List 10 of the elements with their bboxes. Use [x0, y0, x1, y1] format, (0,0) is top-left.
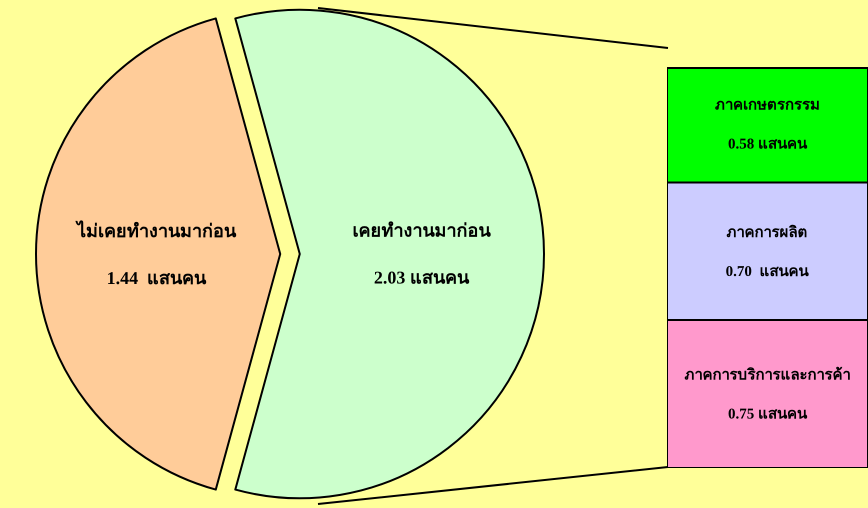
data-label: 2.03 แสนคน [374, 267, 470, 288]
data-label: 0.58 แสนคน [728, 136, 808, 153]
data-label: 1.44 แสนคน [106, 268, 208, 288]
series-label: ภาคเกษตรกรรม [715, 98, 820, 114]
slice-label: ไม่เคยทำงานมาก่อน [74, 220, 237, 242]
series-label: ภาคการบริการและการค้า [684, 366, 850, 384]
series-label: ภาคการผลิต [726, 222, 808, 241]
data-label: 0.75 แสนคน [728, 406, 808, 423]
slice-label: เคยทำงานมาก่อน [352, 220, 492, 241]
data-label: 0.70 แสนคน [726, 264, 810, 280]
